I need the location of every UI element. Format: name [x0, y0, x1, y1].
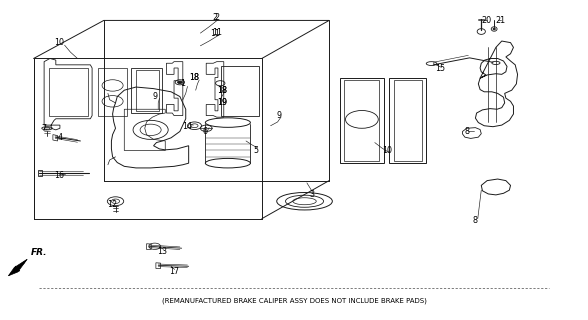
Text: 4: 4 — [58, 133, 62, 142]
Text: 15: 15 — [435, 63, 445, 73]
Circle shape — [178, 81, 182, 84]
Text: 9: 9 — [152, 92, 157, 101]
Text: 18: 18 — [189, 73, 199, 82]
Text: 11: 11 — [210, 28, 220, 38]
Text: 5: 5 — [253, 146, 259, 155]
Polygon shape — [8, 259, 27, 276]
Text: 1: 1 — [181, 79, 185, 88]
Text: 21: 21 — [495, 16, 505, 25]
Text: 14: 14 — [182, 122, 192, 131]
Text: 7: 7 — [41, 124, 46, 133]
Text: 2: 2 — [214, 13, 219, 22]
Text: 8: 8 — [473, 216, 478, 225]
Polygon shape — [8, 259, 27, 276]
Text: 8: 8 — [464, 127, 469, 136]
Text: 2: 2 — [212, 13, 218, 22]
Text: 12: 12 — [108, 200, 118, 209]
Text: 18: 18 — [218, 86, 228, 95]
Text: 9: 9 — [277, 111, 282, 120]
Text: 16: 16 — [54, 172, 64, 180]
Text: 17: 17 — [169, 267, 179, 276]
Ellipse shape — [493, 28, 495, 30]
Text: 18: 18 — [189, 73, 199, 82]
Text: 6: 6 — [202, 127, 208, 136]
Text: 3: 3 — [309, 190, 314, 199]
Text: 19: 19 — [218, 99, 228, 108]
Text: 11: 11 — [212, 28, 222, 37]
Text: FR.: FR. — [31, 248, 47, 257]
Text: 20: 20 — [481, 16, 491, 25]
Text: 18: 18 — [218, 86, 228, 95]
Text: 10: 10 — [383, 146, 393, 155]
Text: 19: 19 — [218, 99, 228, 108]
Text: 13: 13 — [158, 247, 168, 257]
Text: 10: 10 — [54, 38, 64, 47]
Text: (REMANUFACTURED BRAKE CALIPER ASSY DOES NOT INCLUDE BRAKE PADS): (REMANUFACTURED BRAKE CALIPER ASSY DOES … — [162, 298, 426, 304]
